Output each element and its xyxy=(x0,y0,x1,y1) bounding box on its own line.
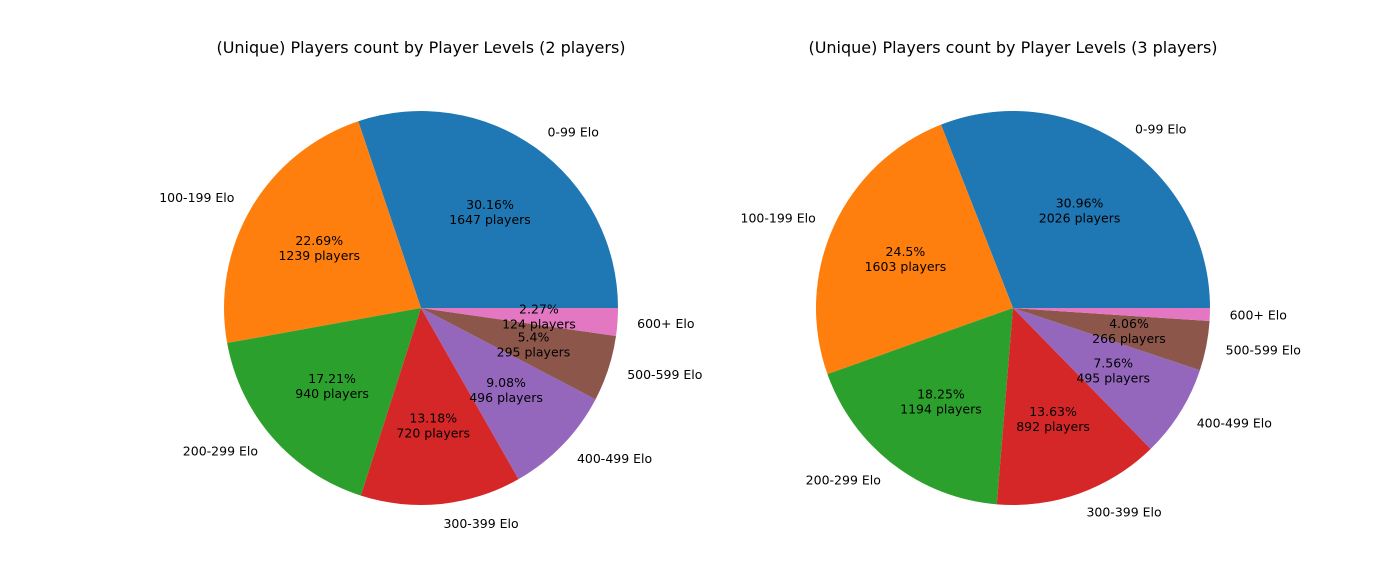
pie-slice-100-199-elo xyxy=(223,121,421,344)
percent-label-200-299-elo: 17.21% xyxy=(308,371,356,386)
pie-slice-0-99-elo xyxy=(941,111,1210,309)
pie-slice-300-399-elo xyxy=(360,308,519,505)
pie-slice-600plus-elo xyxy=(421,308,618,337)
category-label-300-399-elo: 300-399 Elo xyxy=(443,516,518,531)
percent-label-100-199-elo: 24.5% xyxy=(886,244,926,259)
chart-title: (Unique) Players count by Player Levels … xyxy=(216,38,625,57)
category-label-300-399-elo: 300-399 Elo xyxy=(1086,504,1161,519)
percent-label-500-599-elo: 4.06% xyxy=(1109,316,1149,331)
count-label-300-399-elo: 720 players xyxy=(396,426,470,441)
chart-title: (Unique) Players count by Player Levels … xyxy=(808,38,1217,57)
percent-label-0-99-elo: 30.96% xyxy=(1056,195,1104,210)
pie-slice-100-199-elo xyxy=(815,124,1013,375)
category-label-600plus-elo: 600+ Elo xyxy=(637,316,694,331)
count-label-100-199-elo: 1603 players xyxy=(865,259,947,274)
count-label-400-499-elo: 496 players xyxy=(469,390,543,405)
pie-slices xyxy=(223,110,618,505)
pie-slices xyxy=(815,111,1210,505)
pie-slice-300-399-elo xyxy=(996,308,1151,505)
count-label-600plus-elo: 124 players xyxy=(502,316,576,331)
count-label-500-599-elo: 295 players xyxy=(497,344,571,359)
category-label-100-199-elo: 100-199 Elo xyxy=(159,190,234,205)
pie-slice-600plus-elo xyxy=(1013,308,1210,322)
count-label-100-199-elo: 1239 players xyxy=(278,248,360,263)
count-label-0-99-elo: 2026 players xyxy=(1039,210,1121,225)
percent-label-400-499-elo: 7.56% xyxy=(1093,356,1133,371)
percent-label-400-499-elo: 9.08% xyxy=(486,375,526,390)
percent-label-200-299-elo: 18.25% xyxy=(917,387,965,402)
pie-slice-0-99-elo xyxy=(358,110,618,308)
pie-chart-3-players: (Unique) Players count by Player Levels … xyxy=(741,38,1301,519)
pie-labels: 0-99 Elo 30.16%1647 players 100-199 Elo 22.… xyxy=(159,125,702,531)
category-label-500-599-elo: 500-599 Elo xyxy=(627,367,702,382)
count-label-200-299-elo: 940 players xyxy=(295,386,369,401)
pie-chart-2-players: (Unique) Players count by Player Levels … xyxy=(159,38,702,531)
pie-slice-500-599-elo xyxy=(421,308,616,400)
percent-label-600plus-elo: 2.27% xyxy=(519,301,559,316)
pie-slice-500-599-elo xyxy=(1013,308,1210,371)
percent-label-100-199-elo: 22.69% xyxy=(295,233,343,248)
category-label-500-599-elo: 500-599 Elo xyxy=(1226,342,1301,357)
pie-labels: 0-99 Elo 30.96%2026 players 100-199 Elo 24.… xyxy=(741,121,1301,519)
count-label-300-399-elo: 892 players xyxy=(1016,419,1090,434)
category-label-600plus-elo: 600+ Elo xyxy=(1230,308,1287,323)
category-label-200-299-elo: 200-299 Elo xyxy=(806,472,881,487)
pie-slice-200-299-elo xyxy=(827,308,1013,505)
count-label-200-299-elo: 1194 players xyxy=(900,402,982,417)
category-label-400-499-elo: 400-499 Elo xyxy=(1197,415,1272,430)
count-label-400-499-elo: 495 players xyxy=(1076,371,1150,386)
pie-slice-200-299-elo xyxy=(227,308,421,496)
percent-label-0-99-elo: 30.16% xyxy=(466,197,514,212)
category-label-400-499-elo: 400-499 Elo xyxy=(577,451,652,466)
category-label-0-99-elo: 0-99 Elo xyxy=(1135,121,1186,136)
percent-label-300-399-elo: 13.63% xyxy=(1029,404,1077,419)
pie-slice-400-499-elo xyxy=(1013,308,1200,449)
category-label-100-199-elo: 100-199 Elo xyxy=(741,211,816,226)
pie-slice-400-499-elo xyxy=(421,308,596,480)
category-label-0-99-elo: 0-99 Elo xyxy=(547,125,598,140)
category-label-200-299-elo: 200-299 Elo xyxy=(183,443,258,458)
count-label-500-599-elo: 266 players xyxy=(1092,331,1166,346)
percent-label-500-599-elo: 5.4% xyxy=(518,329,550,344)
count-label-0-99-elo: 1647 players xyxy=(449,212,531,227)
percent-label-300-399-elo: 13.18% xyxy=(409,411,457,426)
